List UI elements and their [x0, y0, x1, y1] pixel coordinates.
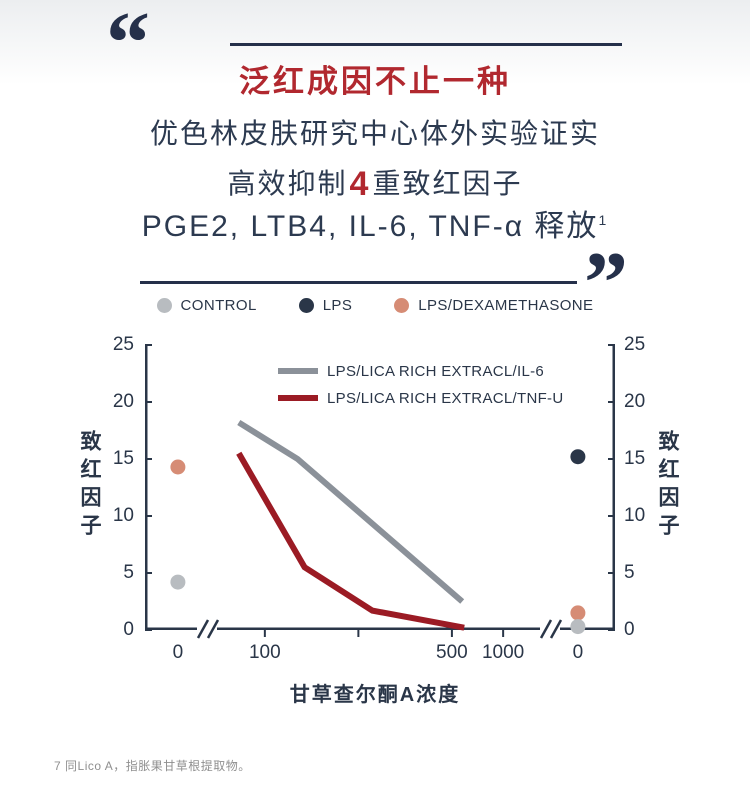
data-point-lps-dexamethasone: [170, 459, 186, 475]
x-axis-title: 甘草查尔酮A浓度: [289, 684, 461, 706]
factors-line: PGE2, LTB4, IL-6, TNF-α 释放1: [0, 201, 750, 245]
legend-dot-icon: [298, 298, 314, 313]
footnote-text: 同Lico A，指胀果甘草根提取物。: [65, 759, 251, 773]
x-tick-label: 0: [172, 642, 184, 663]
series-swatch-icon: [278, 368, 318, 374]
legend-item: CONTROL: [156, 297, 257, 314]
footnote: 7 同Lico A，指胀果甘草根提取物。: [54, 757, 251, 774]
x-tick-label: 1000: [481, 642, 525, 663]
y-tick-label: 0: [123, 619, 134, 640]
y-tick-label: 20: [624, 391, 646, 412]
legend-label: CONTROL: [180, 297, 257, 314]
x-tick-label: 500: [436, 642, 468, 663]
data-point-control: [170, 574, 186, 590]
footnote-ref: 1: [598, 212, 609, 228]
legend-item: LPS/DEXAMETHASONE: [394, 297, 593, 314]
top-divider: [230, 43, 622, 46]
y-tick-label: 25: [112, 334, 134, 355]
claim-prefix: 高效抑制: [227, 168, 348, 199]
y-axis-title-left: 致红因子: [78, 430, 101, 542]
subtitle: 优色林皮肤研究中心体外实验证实: [149, 118, 600, 149]
series-label: LPS/LICA RICH EXTRACL/TNF-U: [327, 389, 564, 407]
series-line-1: [236, 451, 465, 631]
axis-break-icon: [539, 619, 553, 639]
series-legend: LPS/LICA RICH EXTRACL/IL-6 LPS/LICA RICH …: [278, 361, 563, 408]
y-tick-label: 0: [624, 619, 635, 640]
data-point-lps: [570, 449, 586, 465]
legend-label: LPS: [322, 297, 353, 314]
factors-text: PGE2, LTB4, IL-6, TNF-α 释放: [141, 210, 599, 243]
claim-suffix: 重致红因子: [372, 168, 523, 199]
bottom-divider: [140, 281, 577, 284]
series-line-0: [237, 419, 465, 604]
series-label: LPS/LICA RICH EXTRACL/IL-6: [327, 362, 545, 380]
y-tick-label: 25: [624, 334, 646, 355]
y-axis-title-right: 致红因子: [656, 430, 679, 542]
series-swatch-icon: [278, 395, 318, 401]
close-quote-icon: ”: [584, 235, 628, 332]
y-tick-label: 5: [123, 562, 134, 583]
legend-label: LPS/DEXAMETHASONE: [418, 297, 594, 314]
claim-line: 高效抑制4重致红因子: [0, 162, 750, 203]
claim-number: 4: [349, 165, 371, 203]
plot-legend-row: LPS/LICA RICH EXTRACL/IL-6: [278, 361, 563, 381]
data-point-control: [570, 619, 586, 635]
chart-top-legend: CONTROL LPS LPS/DEXAMETHASONE: [0, 297, 750, 314]
open-quote-icon: “: [106, 0, 150, 92]
data-point-lps-dexamethasone: [570, 605, 586, 621]
plot-legend-row: LPS/LICA RICH EXTRACL/TNF-U: [278, 388, 563, 408]
x-tick-label: 0: [572, 642, 584, 663]
legend-item: LPS: [298, 297, 353, 314]
chart-plot-area: [145, 344, 615, 639]
axis-break-icon: [206, 619, 220, 639]
axis-break-icon: [549, 619, 563, 639]
headline: 泛红成因不止一种: [239, 64, 511, 99]
axis-break-icon: [196, 619, 210, 639]
legend-dot-icon: [394, 298, 410, 313]
y-tick-label: 20: [112, 391, 134, 412]
y-tick-label: 5: [624, 562, 635, 583]
x-tick-label: 100: [248, 642, 281, 663]
footnote-marker: 7: [54, 759, 62, 773]
legend-dot-icon: [156, 298, 172, 313]
